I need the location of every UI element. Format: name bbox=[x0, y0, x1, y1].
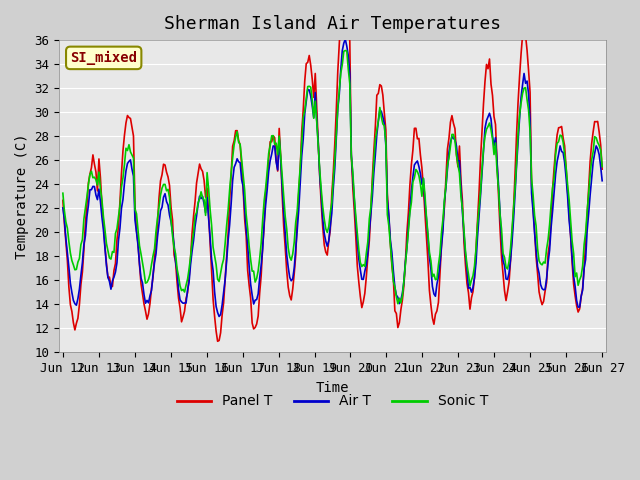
Legend: Panel T, Air T, Sonic T: Panel T, Air T, Sonic T bbox=[171, 389, 494, 414]
Text: SI_mixed: SI_mixed bbox=[70, 51, 137, 65]
Y-axis label: Temperature (C): Temperature (C) bbox=[15, 133, 29, 259]
X-axis label: Time: Time bbox=[316, 381, 349, 395]
Title: Sherman Island Air Temperatures: Sherman Island Air Temperatures bbox=[164, 15, 501, 33]
